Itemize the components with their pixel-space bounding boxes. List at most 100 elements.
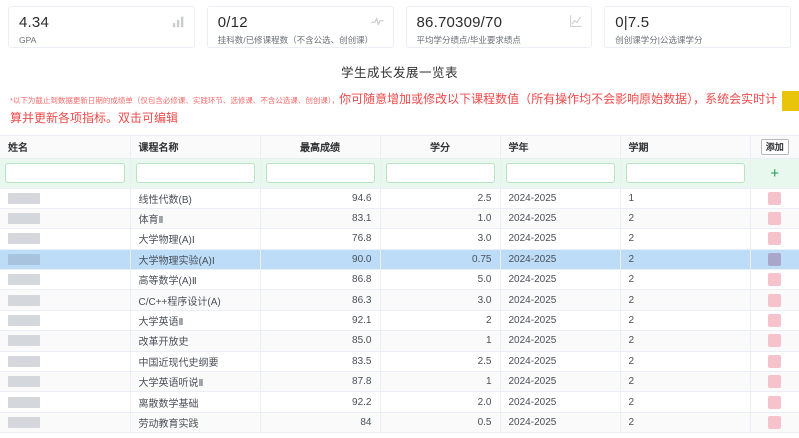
cell-term[interactable]: 2	[620, 310, 751, 332]
cell-year[interactable]: 2024-2025	[500, 269, 621, 291]
cell-course[interactable]: C/C++程序设计(A)	[130, 289, 261, 311]
cell-credit[interactable]: 0.75	[380, 249, 501, 271]
delete-row-button[interactable]	[768, 232, 782, 246]
cell-term[interactable]: 2	[620, 412, 751, 434]
delete-row-button[interactable]	[768, 395, 782, 409]
cell-year[interactable]: 2024-2025	[500, 412, 621, 434]
column-header-year[interactable]: 学年	[500, 136, 621, 159]
cell-credit[interactable]: 5.0	[380, 269, 501, 291]
column-header-name[interactable]: 姓名	[0, 136, 131, 159]
cell-course[interactable]: 大学英语听说Ⅱ	[130, 371, 261, 393]
column-header-term[interactable]: 学期	[620, 136, 751, 159]
cell-credit[interactable]: 2.0	[380, 391, 501, 413]
cell-course[interactable]: 大学英语Ⅱ	[130, 310, 261, 332]
table-row[interactable]: 中国近现代史纲要 83.5 2.5 2024-2025 2	[0, 351, 799, 373]
new-entry-year-input[interactable]	[505, 163, 615, 183]
delete-row-button[interactable]	[768, 334, 782, 348]
cell-year[interactable]: 2024-2025	[500, 249, 621, 271]
cell-year[interactable]: 2024-2025	[500, 330, 621, 352]
cell-score[interactable]: 83.5	[260, 351, 381, 373]
cell-year[interactable]: 2024-2025	[500, 391, 621, 413]
notice-banner: *以下为截止到数据更新日期的成绩单（仅包含必修课、实践环节、选修课、不含公选课、…	[0, 87, 799, 133]
cell-course[interactable]: 离散数学基础	[130, 391, 261, 413]
delete-row-button[interactable]	[768, 375, 782, 389]
column-header-credit[interactable]: 学分	[380, 136, 501, 159]
cell-term[interactable]: 2	[620, 249, 751, 271]
column-header-course[interactable]: 课程名称	[130, 136, 261, 159]
cell-course[interactable]: 线性代数(B)	[130, 188, 261, 209]
cell-course[interactable]: 高等数学(A)Ⅱ	[130, 269, 261, 291]
cell-course[interactable]: 改革开放史	[130, 330, 261, 352]
cell-year[interactable]: 2024-2025	[500, 188, 621, 209]
cell-credit[interactable]: 3.0	[380, 228, 501, 250]
table-row[interactable]: 大学物理(A)Ⅰ 76.8 3.0 2024-2025 2	[0, 228, 799, 250]
cell-term[interactable]: 2	[620, 228, 751, 250]
cell-score[interactable]: 94.6	[260, 188, 381, 209]
cell-year[interactable]: 2024-2025	[500, 208, 621, 230]
cell-credit[interactable]: 2.5	[380, 188, 501, 209]
column-header-score[interactable]: 最高成绩	[260, 136, 381, 159]
delete-row-button[interactable]	[768, 314, 782, 328]
cell-year[interactable]: 2024-2025	[500, 289, 621, 311]
cell-course[interactable]: 体育Ⅱ	[130, 208, 261, 230]
delete-row-button[interactable]	[768, 415, 782, 429]
cell-course[interactable]: 中国近现代史纲要	[130, 351, 261, 373]
new-entry-score-input[interactable]	[265, 163, 375, 183]
cell-year[interactable]: 2024-2025	[500, 371, 621, 393]
plus-icon[interactable]: +	[770, 164, 780, 182]
cell-term[interactable]: 2	[620, 391, 751, 413]
delete-row-button[interactable]	[768, 252, 782, 266]
cell-score[interactable]: 90.0	[260, 249, 381, 271]
delete-row-button[interactable]	[768, 191, 782, 205]
cell-term[interactable]: 2	[620, 330, 751, 352]
cell-course[interactable]: 大学物理(A)Ⅰ	[130, 228, 261, 250]
cell-term[interactable]: 2	[620, 208, 751, 230]
new-entry-course-input[interactable]	[135, 163, 255, 183]
cell-term[interactable]: 1	[620, 188, 751, 209]
cell-score[interactable]: 85.0	[260, 330, 381, 352]
new-entry-term-input[interactable]	[625, 163, 745, 183]
cell-credit[interactable]: 1	[380, 371, 501, 393]
cell-credit[interactable]: 1.0	[380, 208, 501, 230]
cell-score[interactable]: 86.3	[260, 289, 381, 311]
cell-score[interactable]: 84	[260, 412, 381, 434]
cell-term[interactable]: 2	[620, 289, 751, 311]
table-row[interactable]: 离散数学基础 92.2 2.0 2024-2025 2	[0, 391, 799, 413]
table-row[interactable]: 改革开放史 85.0 1 2024-2025 2	[0, 330, 799, 352]
cell-credit[interactable]: 1	[380, 330, 501, 352]
cell-year[interactable]: 2024-2025	[500, 351, 621, 373]
cell-year[interactable]: 2024-2025	[500, 310, 621, 332]
cell-credit[interactable]: 3.0	[380, 289, 501, 311]
new-entry-credit-input[interactable]	[385, 163, 495, 183]
cell-credit[interactable]: 2.5	[380, 351, 501, 373]
cell-score[interactable]: 87.8	[260, 371, 381, 393]
cell-score[interactable]: 92.2	[260, 391, 381, 413]
redacted-name-block	[8, 314, 40, 326]
delete-row-button[interactable]	[768, 293, 782, 307]
cell-score[interactable]: 92.1	[260, 310, 381, 332]
cell-score[interactable]: 83.1	[260, 208, 381, 230]
cell-score[interactable]: 86.8	[260, 269, 381, 291]
cell-score[interactable]: 76.8	[260, 228, 381, 250]
cell-year[interactable]: 2024-2025	[500, 228, 621, 250]
table-row[interactable]: 体育Ⅱ 83.1 1.0 2024-2025 2	[0, 208, 799, 230]
table-row[interactable]: 线性代数(B) 94.6 2.5 2024-2025 1	[0, 188, 799, 209]
new-entry-name-input[interactable]	[5, 163, 125, 183]
add-row-button[interactable]: 添加	[760, 138, 789, 155]
cell-credit[interactable]: 0.5	[380, 412, 501, 434]
table-row[interactable]: 大学英语Ⅱ 92.1 2 2024-2025 2	[0, 310, 799, 332]
table-row[interactable]: 高等数学(A)Ⅱ 86.8 5.0 2024-2025 2	[0, 269, 799, 291]
delete-row-button[interactable]	[768, 354, 782, 368]
table-row[interactable]: C/C++程序设计(A) 86.3 3.0 2024-2025 2	[0, 289, 799, 311]
table-row[interactable]: 劳动教育实践 84 0.5 2024-2025 2	[0, 412, 799, 434]
cell-course[interactable]: 劳动教育实践	[130, 412, 261, 434]
delete-row-button[interactable]	[768, 212, 782, 226]
delete-row-button[interactable]	[768, 273, 782, 287]
table-row[interactable]: 大学英语听说Ⅱ 87.8 1 2024-2025 2	[0, 371, 799, 393]
cell-course[interactable]: 大学物理实验(A)Ⅰ	[130, 249, 261, 271]
cell-credit[interactable]: 2	[380, 310, 501, 332]
cell-term[interactable]: 2	[620, 371, 751, 393]
cell-term[interactable]: 2	[620, 351, 751, 373]
table-row[interactable]: 大学物理实验(A)Ⅰ 90.0 0.75 2024-2025 2	[0, 249, 799, 271]
cell-term[interactable]: 2	[620, 269, 751, 291]
